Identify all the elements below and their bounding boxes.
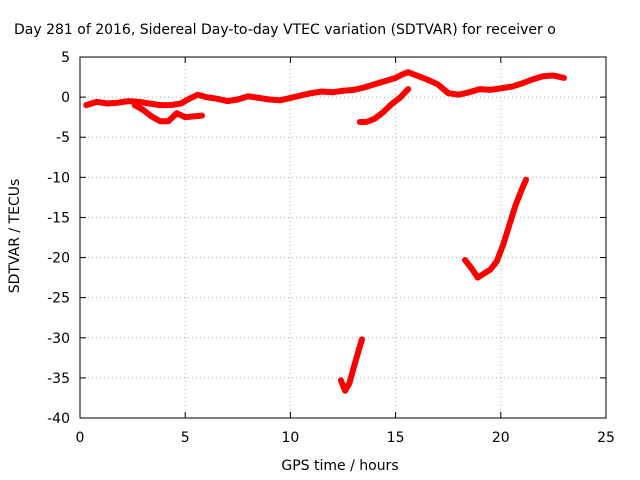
y-tick-label: -35 <box>47 371 70 387</box>
y-tick-label: -15 <box>47 210 70 226</box>
grid-lines <box>80 57 606 418</box>
data-series-2 <box>131 102 205 125</box>
y-tick-label: -30 <box>47 331 70 347</box>
data-series-5 <box>337 336 365 394</box>
y-tick-label: -10 <box>47 170 70 186</box>
data-series-3 <box>356 86 412 125</box>
data-series-1 <box>83 69 567 109</box>
y-tick-label: -40 <box>47 411 70 427</box>
x-tick-label: 15 <box>387 430 405 446</box>
y-tick-labels: 5 0 -5 -10 -15 -20 -25 -30 -35 -40 <box>47 50 70 427</box>
y-tick-label: -20 <box>47 251 70 267</box>
chart-title: Day 281 of 2016, Sidereal Day-to-day VTE… <box>14 22 556 38</box>
x-axis-label: GPS time / hours <box>281 458 398 474</box>
x-tick-label: 20 <box>492 430 510 446</box>
data-series-layer <box>83 69 567 394</box>
y-axis-label: SDTVAR / TECUs <box>7 179 23 294</box>
x-tick-labels: 0 5 10 15 20 25 <box>76 430 615 446</box>
y-tick-label: 0 <box>61 90 70 106</box>
x-tick-label: 0 <box>76 430 85 446</box>
x-tick-label: 5 <box>181 430 190 446</box>
tick-marks <box>79 56 607 419</box>
x-tick-label: 10 <box>281 430 299 446</box>
y-tick-label: -25 <box>47 291 70 307</box>
plot-frame <box>79 56 607 419</box>
x-tick-label: 25 <box>597 430 615 446</box>
data-series-4 <box>462 176 529 281</box>
y-tick-label: 5 <box>61 50 70 66</box>
y-tick-label: -5 <box>56 130 70 146</box>
